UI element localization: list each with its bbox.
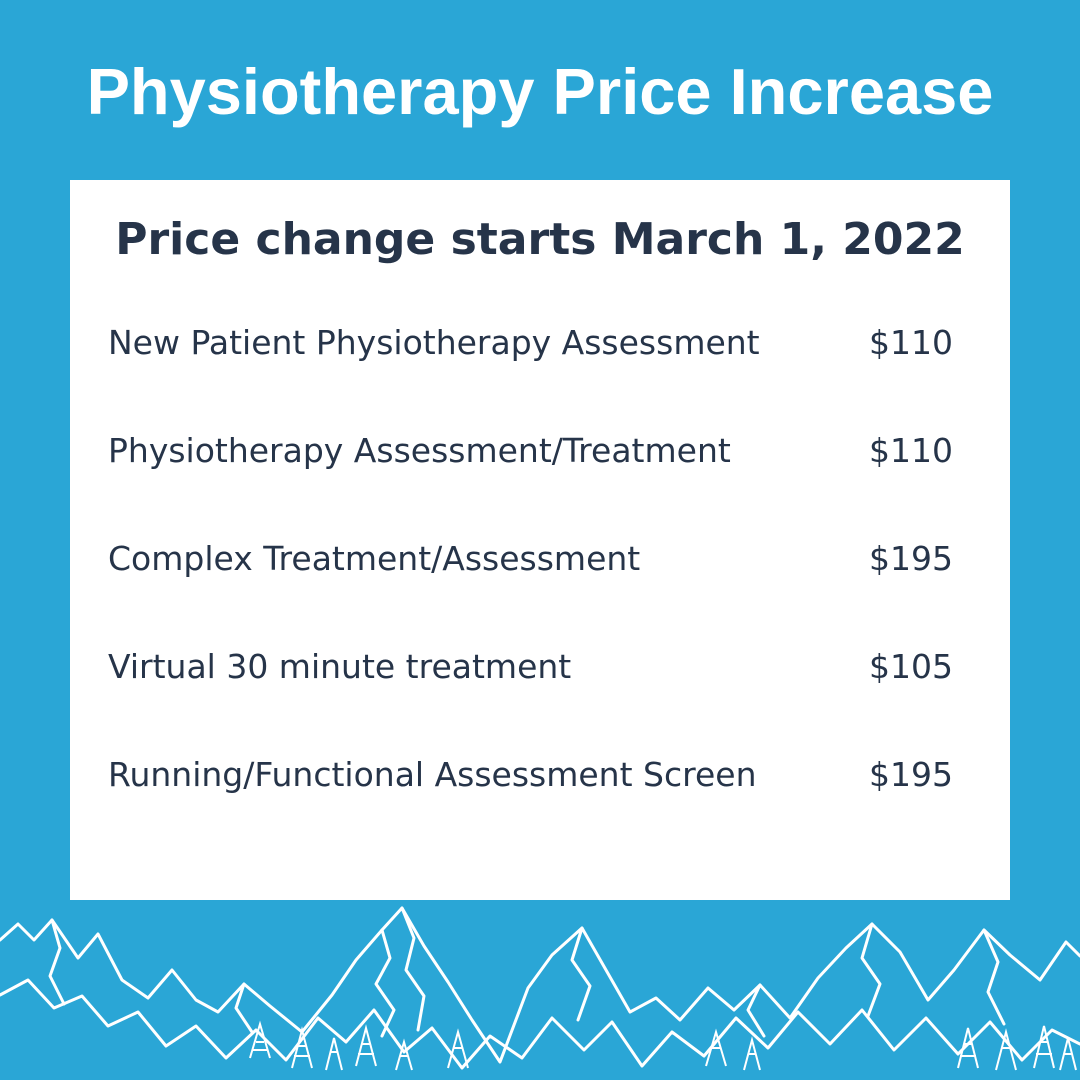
price-row: Physiotherapy Assessment/Treatment $110 [108,426,953,476]
price-change-date: Price change starts March 1, 2022 [115,214,965,265]
service-name: Physiotherapy Assessment/Treatment [108,431,731,470]
page-title: Physiotherapy Price Increase [86,55,994,128]
service-name: Running/Functional Assessment Screen [108,755,757,794]
price-row: Complex Treatment/Assessment $195 [108,534,953,584]
service-name: New Patient Physiotherapy Assessment [108,323,760,362]
service-price: $110 [869,323,953,362]
service-price: $195 [869,539,953,578]
service-price: $105 [869,647,953,686]
price-row: New Patient Physiotherapy Assessment $11… [108,318,953,368]
price-card [70,180,1010,900]
service-price: $195 [869,755,953,794]
price-row: Virtual 30 minute treatment $105 [108,642,953,692]
service-name: Virtual 30 minute treatment [108,647,572,686]
service-name: Complex Treatment/Assessment [108,539,641,578]
price-row: Running/Functional Assessment Screen $19… [108,750,953,800]
mountain-range-illustration [0,906,1080,1071]
service-price: $110 [869,431,953,470]
